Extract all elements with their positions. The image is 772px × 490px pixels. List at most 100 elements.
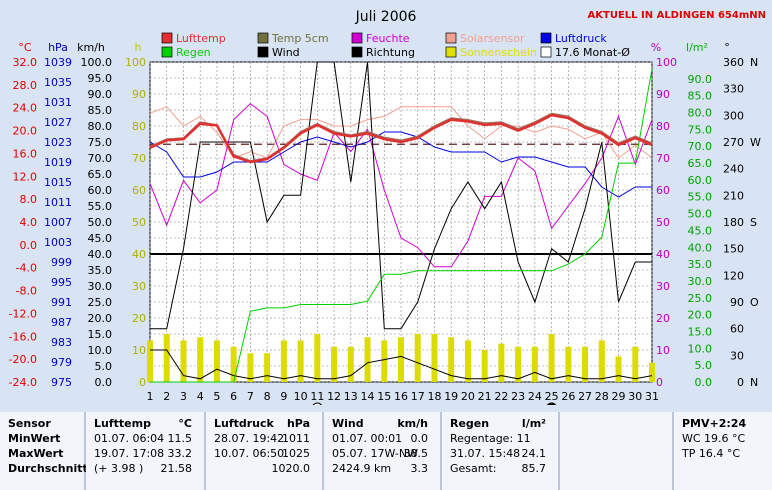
tick-dir-compass: N [750, 56, 758, 69]
tick-dir: 300 [723, 109, 744, 122]
tick-wind: 40.0 [88, 248, 113, 261]
tick-wind: 25.0 [88, 296, 113, 309]
legend-swatch-2 [257, 32, 269, 44]
tick-wind: 80.0 [88, 120, 113, 133]
stats-press-box: Luftdruck hPa 28.07. 19:42 1011 10.07. 06:… [206, 412, 324, 490]
stats-rain-title: Regen [450, 417, 490, 430]
tick-press: 991 [51, 296, 72, 309]
legend-label-7: Wind [272, 46, 300, 59]
bar-sonnenschein [464, 340, 471, 382]
tick-press: 1007 [44, 216, 72, 229]
tick-dir: 180 [723, 216, 744, 229]
tick-humid: 80 [656, 120, 670, 133]
stats-sensor-title: Sensor [8, 417, 51, 430]
tick-press: 1035 [44, 76, 72, 89]
legend-swatch-6 [161, 46, 173, 58]
legend-swatch-4 [445, 32, 457, 44]
tick-day: 15 [377, 390, 391, 403]
stats-wind-dist: 2424.9 km [332, 462, 392, 475]
tick-wind: 50.0 [88, 216, 113, 229]
tick-wind: 70.0 [88, 152, 113, 165]
tick-dir: 150 [723, 243, 744, 256]
tick-humid: 20 [656, 312, 670, 325]
stats-sensor-row: MinWert [8, 432, 61, 445]
tick-temp: -20.0 [9, 353, 37, 366]
tick-temp: 16.0 [13, 147, 38, 160]
stats-wind-max: 38.5 [403, 447, 429, 460]
stats-press-min: 1011 [282, 432, 310, 445]
tick-press: 1027 [44, 116, 72, 129]
tick-temp: -4.0 [16, 262, 37, 275]
moon-new-icon [546, 402, 557, 405]
tick-temp: 28.0 [13, 79, 38, 92]
tick-rain: 50.0 [688, 208, 713, 221]
bar-sonnenschein [247, 353, 254, 382]
stats-press-title: Luftdruck [214, 417, 274, 430]
bar-sonnenschein [230, 346, 237, 382]
tick-temp: -12.0 [9, 307, 37, 320]
tick-dir: 360 [723, 56, 744, 69]
bar-sonnenschein [431, 334, 438, 382]
tick-dir-compass: S [750, 216, 757, 229]
tick-day: 14 [361, 390, 375, 403]
bar-sonnenschein [481, 350, 488, 382]
tick-rain: 40.0 [688, 241, 713, 254]
tick-press: 995 [51, 276, 72, 289]
legend-label-1: Lufttemp [176, 32, 226, 45]
axis-unit-humid: % [651, 41, 661, 54]
tick-rain: 5.0 [695, 359, 713, 372]
line-regen [150, 68, 653, 383]
legend-label-8: Richtung [366, 46, 415, 59]
tick-temp: -24.0 [9, 376, 37, 389]
tick-wind: 45.0 [88, 232, 113, 245]
bar-sonnenschein [381, 340, 388, 382]
tick-rain: 75.0 [688, 123, 713, 136]
tick-temp: 0.0 [20, 239, 38, 252]
tick-dir: 30 [730, 349, 744, 362]
tick-rain: 70.0 [688, 140, 713, 153]
tick-dir: 330 [723, 83, 744, 96]
tick-wind: 85.0 [88, 104, 113, 117]
bar-sonnenschein [548, 334, 555, 382]
stats-rain-unit: l/m² [521, 417, 546, 430]
stats-temp-dev: (+ 3.98 ) [94, 462, 144, 475]
tick-day: 4 [197, 390, 204, 403]
tick-sun: 20 [132, 312, 146, 325]
tick-press: 983 [51, 336, 72, 349]
stats-temp-title: Lufttemp [94, 417, 151, 430]
tick-dir-compass: W [750, 136, 761, 149]
tick-temp: 32.0 [13, 56, 38, 69]
tick-wind: 10.0 [88, 344, 113, 357]
tick-dir: 60 [730, 323, 744, 336]
stats-temp-min-date: 01.07. 06:04 [94, 432, 165, 445]
tick-day: 2 [163, 390, 170, 403]
tick-temp: 8.0 [20, 193, 38, 206]
legend-swatch-10 [540, 46, 552, 58]
tick-humid: 10 [656, 344, 670, 357]
tick-day: 6 [230, 390, 237, 403]
legend-label-5: Luftdruck [555, 32, 607, 45]
tick-rain: 35.0 [688, 258, 713, 271]
stats-press-min-date: 28.07. 19:42 [214, 432, 285, 445]
tick-wind: 15.0 [88, 328, 113, 341]
tick-dir-compass: O [750, 296, 759, 309]
tick-day: 19 [444, 390, 458, 403]
tick-wind: 55.0 [88, 200, 113, 213]
bar-sonnenschein [213, 340, 220, 382]
stats-wind-box: Wind km/h 01.07. 00:01 0.0 05.07. 17W-NW 38… [324, 412, 442, 490]
legend-label-4: Solarsensor [460, 32, 525, 45]
station-label: AKTUELL IN ALDINGEN 654mNN [588, 10, 766, 21]
bar-sonnenschein [147, 340, 153, 382]
tick-day: 20 [461, 390, 475, 403]
tick-temp: 20.0 [13, 125, 38, 138]
tick-sun: 30 [132, 280, 146, 293]
tick-sun: 80 [132, 120, 146, 133]
bar-sonnenschein [398, 337, 404, 382]
tick-press: 1039 [44, 56, 72, 69]
tick-wind: 60.0 [88, 184, 113, 197]
tick-wind: 75.0 [88, 136, 113, 149]
tick-rain: 55.0 [688, 191, 713, 204]
axis-unit-press: hPa [48, 41, 68, 54]
stats-press-max-date: 10.07. 06:50 [214, 447, 285, 460]
tick-humid: 0 [656, 376, 663, 389]
